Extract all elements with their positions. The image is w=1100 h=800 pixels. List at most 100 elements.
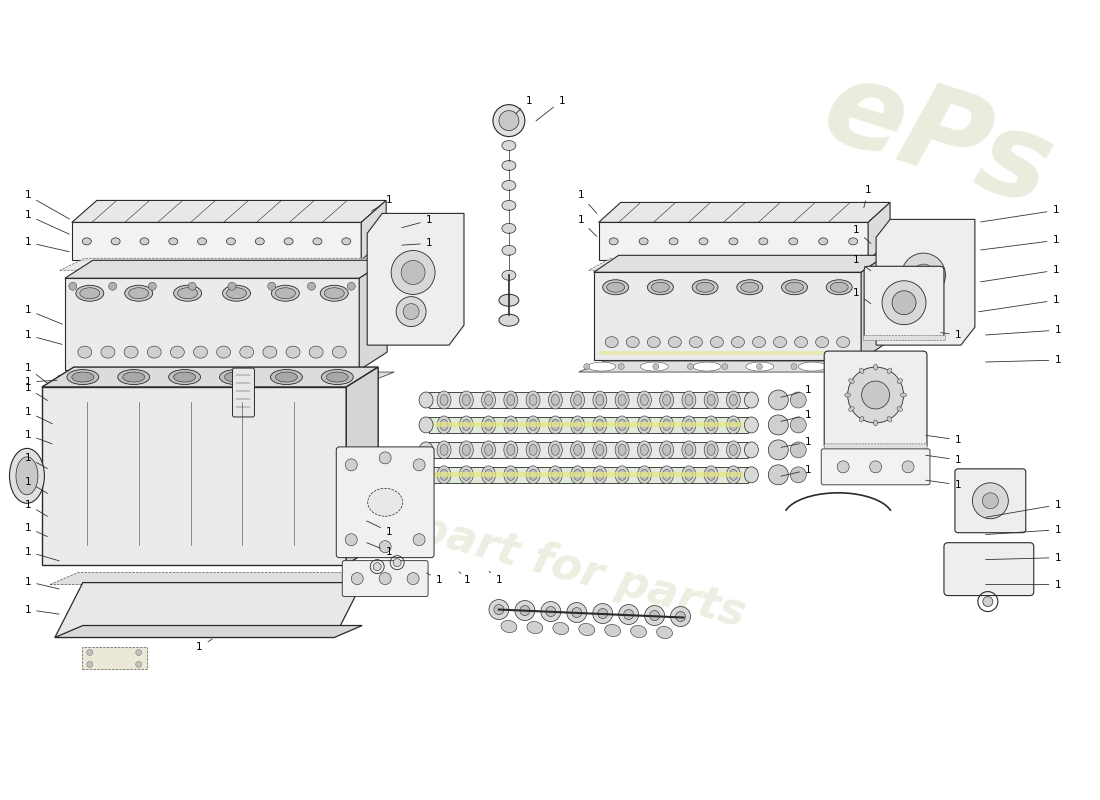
Ellipse shape xyxy=(462,394,471,406)
Circle shape xyxy=(407,573,419,585)
Ellipse shape xyxy=(227,288,246,298)
Ellipse shape xyxy=(596,470,604,480)
Ellipse shape xyxy=(759,238,768,245)
Text: 1: 1 xyxy=(864,186,871,208)
Ellipse shape xyxy=(593,441,607,459)
Circle shape xyxy=(393,558,402,566)
Circle shape xyxy=(837,461,849,473)
Ellipse shape xyxy=(168,370,200,385)
Ellipse shape xyxy=(263,346,277,358)
Ellipse shape xyxy=(596,394,604,406)
Circle shape xyxy=(379,541,392,553)
Ellipse shape xyxy=(682,391,696,409)
Text: 1: 1 xyxy=(852,255,871,270)
Ellipse shape xyxy=(551,445,559,455)
Circle shape xyxy=(768,390,789,410)
Ellipse shape xyxy=(729,445,737,455)
Ellipse shape xyxy=(662,470,671,480)
Circle shape xyxy=(403,304,419,319)
Bar xyxy=(429,392,748,408)
Ellipse shape xyxy=(726,416,740,434)
Circle shape xyxy=(392,250,436,294)
Ellipse shape xyxy=(482,441,495,459)
Ellipse shape xyxy=(901,393,906,397)
Text: 1: 1 xyxy=(979,295,1059,312)
Ellipse shape xyxy=(462,470,471,480)
Circle shape xyxy=(722,363,728,370)
Circle shape xyxy=(892,290,916,314)
Circle shape xyxy=(109,282,117,290)
Ellipse shape xyxy=(888,368,892,374)
Text: 1: 1 xyxy=(24,383,47,401)
Ellipse shape xyxy=(794,337,807,348)
Ellipse shape xyxy=(685,419,693,430)
Ellipse shape xyxy=(309,346,323,358)
Ellipse shape xyxy=(504,441,518,459)
Polygon shape xyxy=(72,201,386,222)
Bar xyxy=(429,442,748,458)
Ellipse shape xyxy=(529,394,537,406)
Ellipse shape xyxy=(460,441,473,459)
Text: 1: 1 xyxy=(24,477,47,494)
Ellipse shape xyxy=(526,441,540,459)
Ellipse shape xyxy=(271,370,303,385)
Ellipse shape xyxy=(837,337,849,348)
Text: 1: 1 xyxy=(980,206,1059,222)
Polygon shape xyxy=(50,573,367,585)
Circle shape xyxy=(584,363,590,370)
Circle shape xyxy=(913,264,935,286)
Circle shape xyxy=(546,606,556,617)
Ellipse shape xyxy=(502,270,516,280)
Ellipse shape xyxy=(320,286,349,302)
Circle shape xyxy=(882,281,926,325)
Circle shape xyxy=(902,253,946,297)
Ellipse shape xyxy=(593,391,607,409)
Polygon shape xyxy=(861,255,887,360)
Polygon shape xyxy=(55,582,362,638)
Circle shape xyxy=(768,465,789,485)
Ellipse shape xyxy=(789,238,797,245)
Ellipse shape xyxy=(596,445,604,455)
Ellipse shape xyxy=(174,372,196,382)
Text: 1: 1 xyxy=(986,579,1062,590)
Circle shape xyxy=(790,392,806,408)
Ellipse shape xyxy=(117,373,146,383)
Text: 1: 1 xyxy=(459,572,471,585)
Ellipse shape xyxy=(830,282,848,292)
Circle shape xyxy=(57,375,63,381)
Ellipse shape xyxy=(593,466,607,484)
Ellipse shape xyxy=(571,466,584,484)
Ellipse shape xyxy=(342,238,351,245)
Text: 1: 1 xyxy=(24,377,57,387)
Ellipse shape xyxy=(123,372,145,382)
Polygon shape xyxy=(868,202,890,260)
Text: 1: 1 xyxy=(536,96,565,121)
Ellipse shape xyxy=(640,362,669,371)
Ellipse shape xyxy=(504,391,518,409)
Ellipse shape xyxy=(312,238,322,245)
Ellipse shape xyxy=(482,466,495,484)
Ellipse shape xyxy=(799,362,826,371)
Circle shape xyxy=(983,597,993,606)
Ellipse shape xyxy=(639,238,648,245)
Circle shape xyxy=(308,282,316,290)
Ellipse shape xyxy=(818,238,827,245)
Text: 1: 1 xyxy=(24,190,69,219)
Ellipse shape xyxy=(618,394,626,406)
Ellipse shape xyxy=(573,394,582,406)
Ellipse shape xyxy=(526,391,540,409)
Text: 1: 1 xyxy=(578,215,596,236)
Ellipse shape xyxy=(682,466,696,484)
Text: 1: 1 xyxy=(986,525,1062,534)
Ellipse shape xyxy=(129,288,149,298)
Ellipse shape xyxy=(732,337,745,348)
Circle shape xyxy=(618,605,639,625)
Circle shape xyxy=(826,363,832,370)
Ellipse shape xyxy=(437,466,451,484)
Ellipse shape xyxy=(682,441,696,459)
Text: 1: 1 xyxy=(24,407,53,424)
Ellipse shape xyxy=(460,416,473,434)
Text: 1: 1 xyxy=(926,480,961,490)
Text: 1: 1 xyxy=(372,195,393,211)
Ellipse shape xyxy=(573,445,582,455)
